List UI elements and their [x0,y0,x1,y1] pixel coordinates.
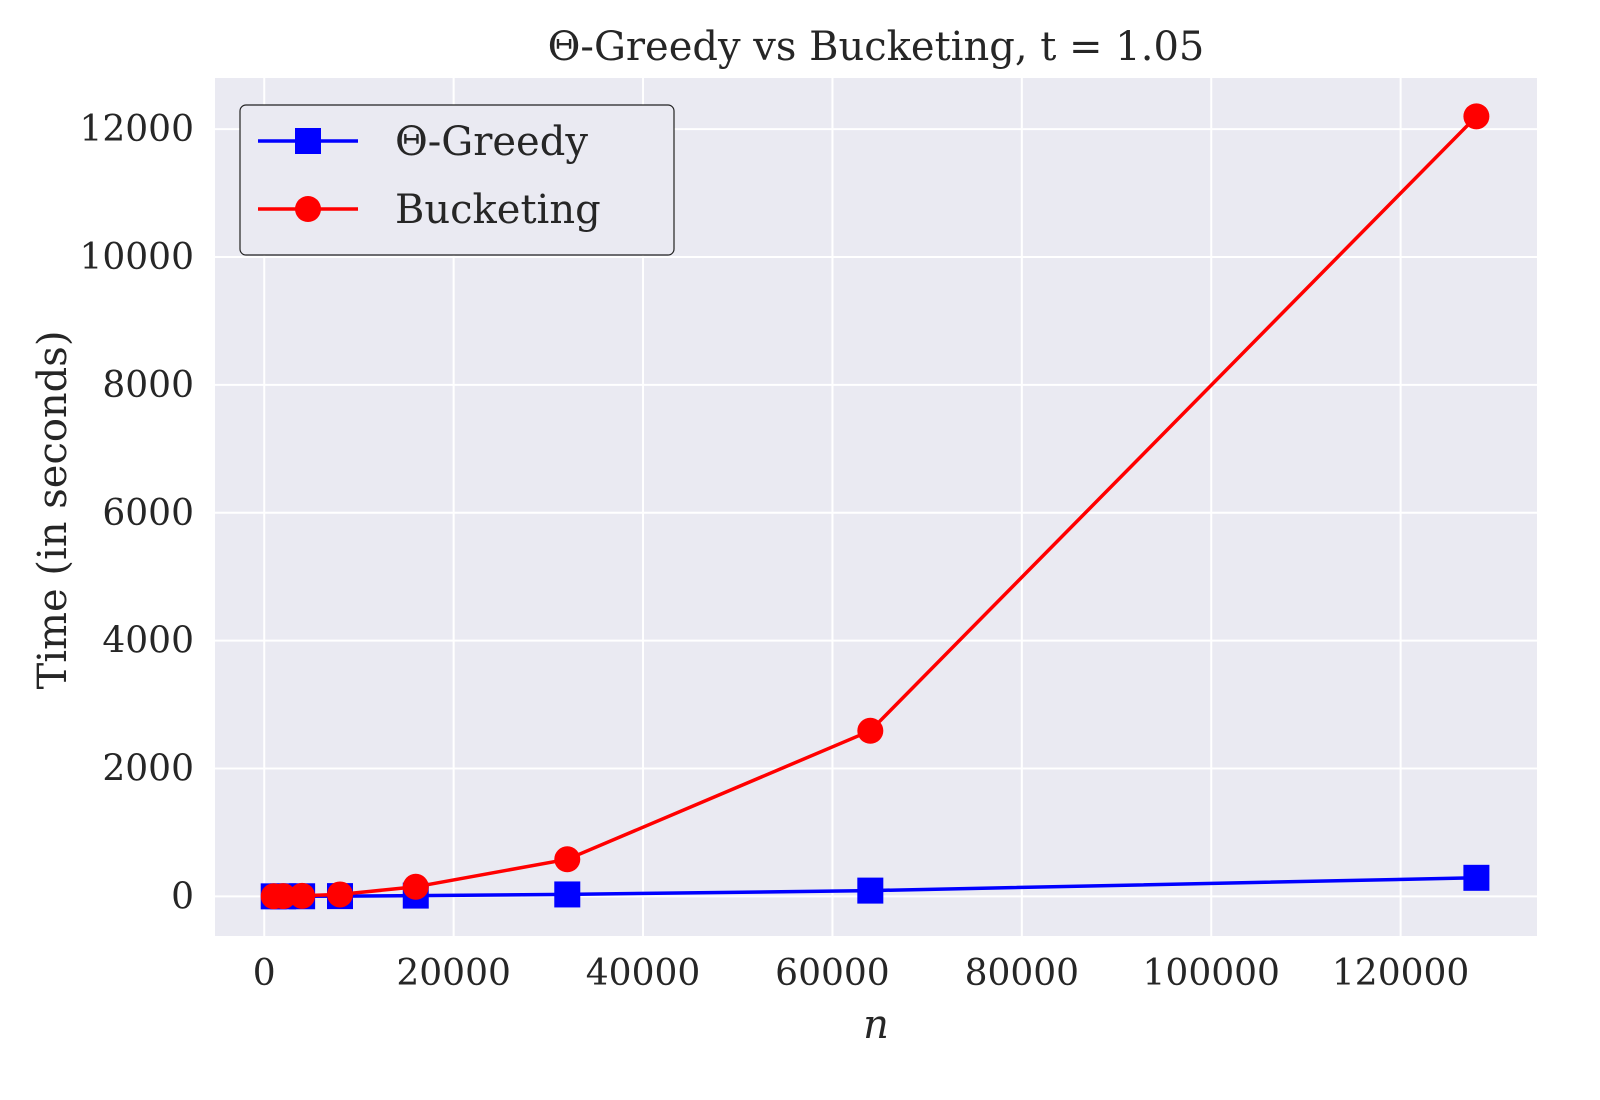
x-tick-label: 100000 [1143,953,1280,994]
data-point-bucketing [270,883,297,910]
x-axis-title: n [863,1002,889,1048]
data-point-bucketing [857,717,884,744]
legend-marker-bucketing [295,196,321,222]
y-tick-label: 8000 [102,365,194,406]
x-tick-label: 60000 [775,953,890,994]
data-point-theta-greedy [1463,864,1490,891]
x-tick-label: 20000 [396,953,511,994]
data-point-bucketing [1463,103,1490,130]
data-point-theta-greedy [554,881,581,908]
y-tick-label: 2000 [102,748,194,789]
y-axis-title: Time (in seconds) [30,331,76,690]
data-point-bucketing [554,846,581,873]
x-tick-label: 120000 [1332,953,1469,994]
legend-label-theta-greedy: Θ-Greedy [395,119,588,165]
y-tick-label: 6000 [102,493,194,534]
chart-title: Θ-Greedy vs Bucketing, t = 1.05 [548,24,1205,70]
y-tick-labels: 0 2000 4000 6000 8000 10000 12000 [79,109,194,917]
data-point-theta-greedy [857,877,884,904]
data-point-bucketing [327,881,354,908]
x-tick-labels: 0 20000 40000 60000 80000 100000 120000 [253,953,1470,994]
data-point-bucketing [402,873,429,900]
x-tick-label: 0 [253,953,276,994]
y-tick-label: 4000 [102,621,194,662]
data-point-bucketing [289,882,316,909]
series-bucketing [260,103,1490,910]
series-layer [260,103,1490,910]
legend-label-bucketing: Bucketing [395,187,601,233]
y-tick-label: 10000 [79,237,194,278]
y-tick-label: 12000 [79,109,194,150]
x-tick-label: 80000 [965,953,1080,994]
legend-marker-theta-greedy [295,128,321,154]
y-tick-label: 0 [171,876,194,917]
x-tick-label: 40000 [586,953,701,994]
legend: Θ-Greedy Bucketing [239,104,675,256]
